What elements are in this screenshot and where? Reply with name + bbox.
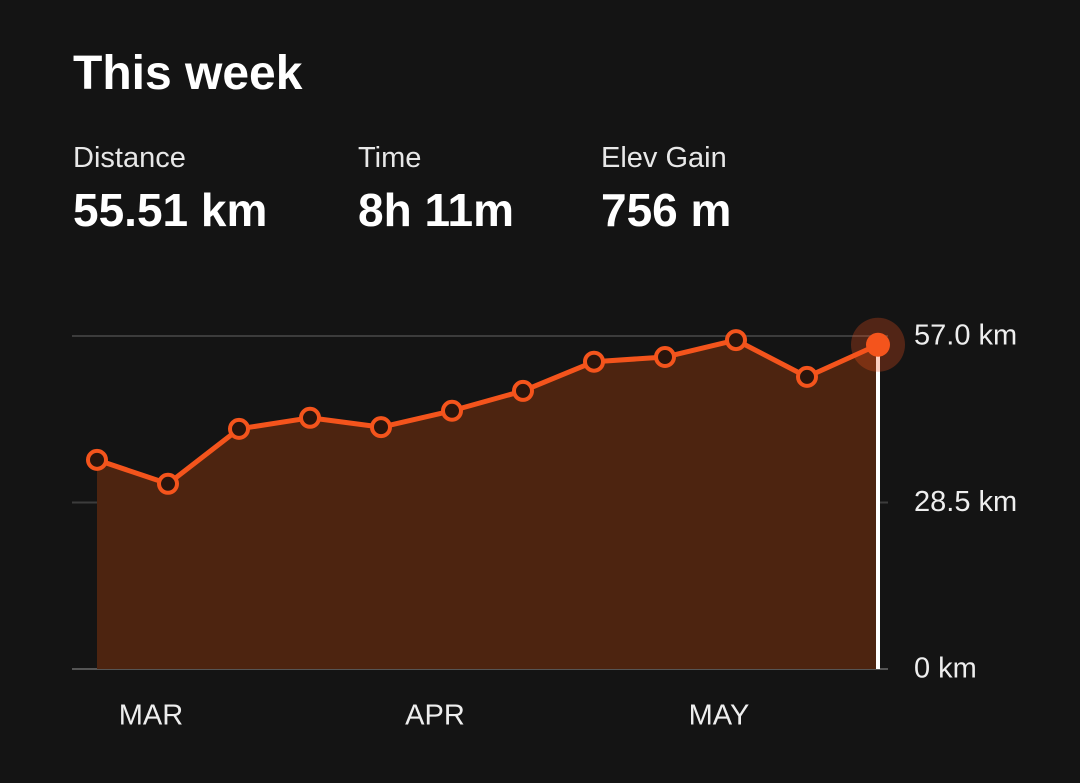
stat-value: 55.51 km <box>73 184 268 236</box>
stat-value: 756 m <box>601 184 732 236</box>
point <box>654 346 676 369</box>
stat: Elev Gain 756 m <box>601 142 731 237</box>
point <box>796 365 818 388</box>
point <box>86 448 108 471</box>
stat-label: Elev Gain <box>601 142 727 174</box>
point <box>441 399 463 422</box>
point <box>370 416 392 439</box>
point <box>866 332 890 357</box>
point <box>512 379 534 402</box>
point <box>299 406 321 429</box>
y-tick-label: 0 km <box>914 653 977 685</box>
stat: Time 8h 11m <box>358 142 514 237</box>
point <box>228 417 250 440</box>
point <box>157 472 179 495</box>
y-tick-label: 28.5 km <box>914 486 1017 518</box>
stat: Distance 55.51 km <box>73 142 267 237</box>
line <box>96 337 880 487</box>
x-tick-label: APR <box>405 700 465 732</box>
stat-label: Time <box>358 142 422 174</box>
x-tick-label: MAR <box>119 700 183 732</box>
stat-value: 8h 11m <box>358 184 514 236</box>
area-fill <box>97 340 878 669</box>
y-tick-label: 57.0 km <box>914 320 1017 352</box>
point <box>725 329 747 352</box>
point <box>583 350 605 373</box>
stat-label: Distance <box>73 142 186 174</box>
title: This week <box>73 47 303 100</box>
x-tick-label: MAY <box>689 700 750 732</box>
